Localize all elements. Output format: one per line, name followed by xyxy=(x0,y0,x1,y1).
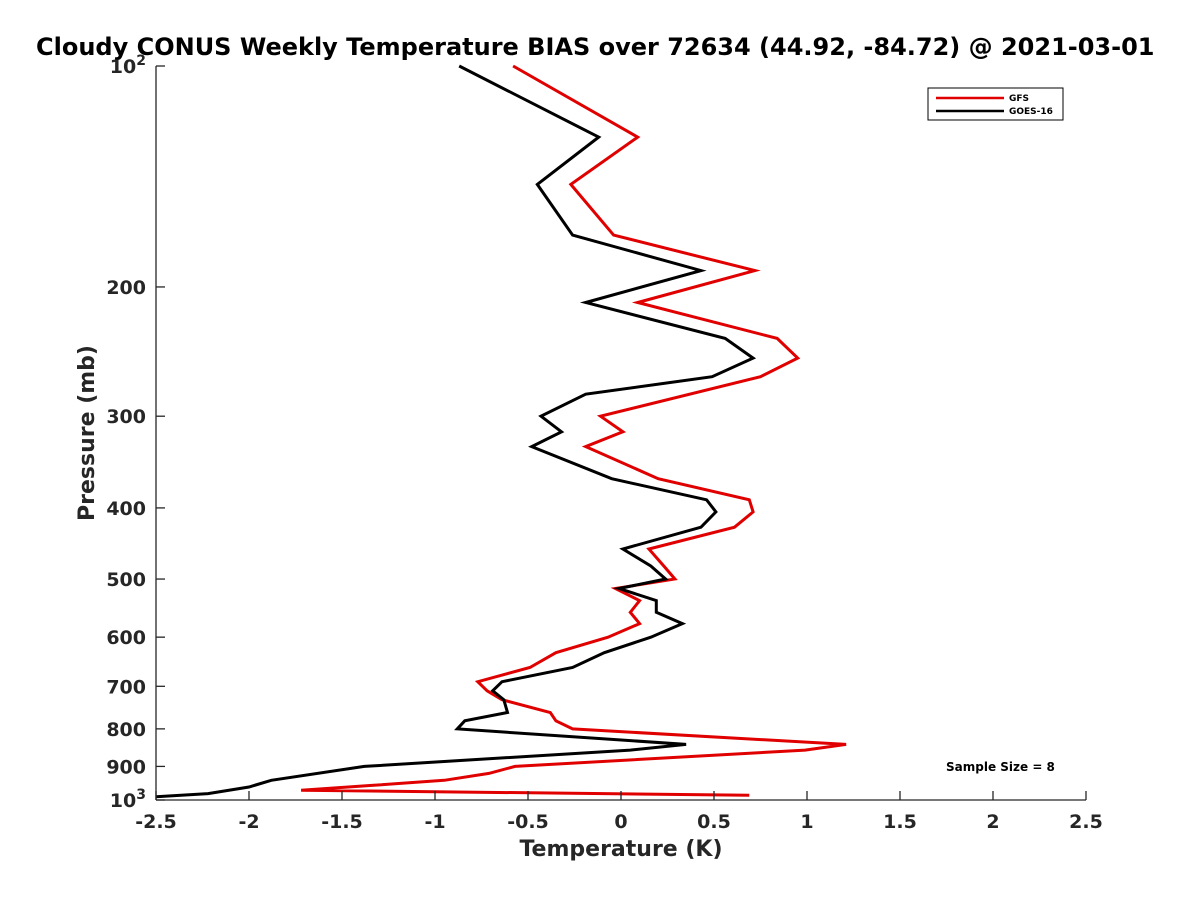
y-tick-label: 700 xyxy=(106,676,146,698)
series-line-gfs xyxy=(300,64,847,797)
x-tick-label: -2 xyxy=(238,811,259,833)
x-tick-label: 2.5 xyxy=(1069,811,1103,833)
x-tick-label: -2.5 xyxy=(135,811,177,833)
x-axis-label: Temperature (K) xyxy=(519,837,722,862)
y-axis-label: Pressure (mb) xyxy=(75,345,100,521)
x-tick-label: 0 xyxy=(614,811,627,833)
y-tick-label: 400 xyxy=(106,498,146,520)
y-tick-label: 102 xyxy=(110,53,146,78)
x-tick-label: 1.5 xyxy=(883,811,917,833)
y-tick-label: 800 xyxy=(106,719,146,741)
y-tick-label: 103 xyxy=(110,787,146,812)
y-tick-label: 600 xyxy=(106,627,146,649)
legend: GFS GOES-16 xyxy=(927,87,1064,121)
legend-box xyxy=(927,87,1064,121)
sample-size-annotation: Sample Size = 8 xyxy=(946,760,1055,774)
legend-label-goes-16: GOES-16 xyxy=(1009,107,1053,117)
ticks-layer: -2.5 -2 -1.5 -1 -0.5 0 0.5 1 1.5 2 2.5 102 200 300 400… xyxy=(106,53,1103,833)
x-tick-label: -1 xyxy=(424,811,445,833)
x-tick-label: -1.5 xyxy=(321,811,363,833)
y-tick-label: 500 xyxy=(106,569,146,591)
y-tick-label: 900 xyxy=(106,756,146,778)
x-tick-label: 1 xyxy=(800,811,813,833)
x-tick-label: 0.5 xyxy=(697,811,731,833)
x-tick-label: -0.5 xyxy=(507,811,549,833)
series-line-goes-16 xyxy=(156,64,757,799)
legend-label-gfs: GFS xyxy=(1009,94,1029,104)
series-layer xyxy=(156,64,847,799)
y-tick-label: 300 xyxy=(106,406,146,428)
chart-title: Cloudy CONUS Weekly Temperature BIAS ove… xyxy=(36,33,1154,61)
y-tick-label: 200 xyxy=(106,277,146,299)
x-tick-label: 2 xyxy=(986,811,999,833)
